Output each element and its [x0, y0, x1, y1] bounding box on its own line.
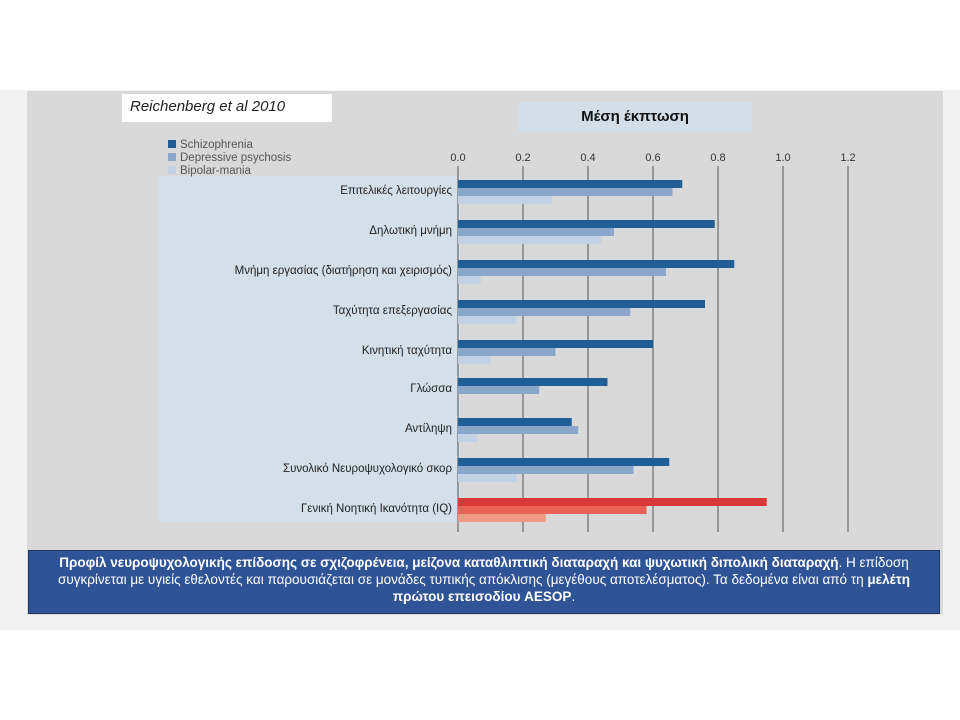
category-label: Γενική Νοητική Ικανότητα (IQ) — [301, 503, 452, 515]
category-label-panel — [158, 176, 460, 522]
bar — [458, 498, 767, 506]
bar — [458, 466, 634, 474]
x-tick-label: 0.4 — [580, 152, 595, 164]
bar — [458, 514, 546, 522]
category-label: Αντίληψη — [405, 423, 452, 435]
legend-swatch — [168, 166, 176, 174]
legend-swatch — [168, 153, 176, 161]
caption-bold-2: μελέτη πρώτου επεισοδίου AESOP — [392, 572, 910, 604]
bar — [458, 426, 579, 434]
caption-text-2: . — [571, 589, 576, 604]
category-label: Συνολικό Νευροψυχολογικό σκορ — [283, 463, 452, 475]
bar — [458, 434, 478, 442]
bar — [458, 228, 614, 236]
bar — [458, 220, 715, 228]
bar — [458, 236, 601, 244]
caption-text-1: . Η επίδοση συγκρίνεται με υγιείς εθελον… — [58, 555, 909, 587]
category-label: Δηλωτική μνήμη — [369, 225, 452, 237]
category-label: Ταχύτητα επεξεργασίας — [333, 305, 453, 317]
x-tick-label: 0.2 — [515, 152, 530, 164]
bar — [458, 340, 653, 348]
legend-swatch — [168, 140, 176, 148]
caption-bold-1: Προφίλ νευροψυχολογικής επίδοσης σε σχιζ… — [59, 555, 839, 570]
bar — [458, 506, 647, 514]
x-tick-label: 0.6 — [645, 152, 660, 164]
bar — [458, 300, 705, 308]
x-tick-label: 0.8 — [710, 152, 725, 164]
bar — [458, 386, 540, 394]
figure-caption: Προφίλ νευροψυχολογικής επίδοσης σε σχιζ… — [28, 550, 940, 614]
x-tick-label: 1.2 — [840, 152, 855, 164]
bar — [458, 348, 556, 356]
legend-label: Depressive psychosis — [180, 152, 291, 164]
bar — [458, 276, 481, 284]
bar — [458, 196, 553, 204]
bar — [458, 180, 683, 188]
x-tick-label: 0.0 — [450, 152, 465, 164]
bar — [458, 316, 517, 324]
category-label: Επιτελικές λειτουργίες — [340, 185, 452, 197]
bar — [458, 268, 666, 276]
chart-title: Μέση έκπτωση — [518, 102, 752, 132]
bar — [458, 188, 673, 196]
bar — [458, 474, 517, 482]
bar — [458, 378, 608, 386]
x-tick-label: 1.0 — [775, 152, 790, 164]
category-label: Κινητική ταχύτητα — [362, 345, 452, 357]
source-label: Reichenberg et al 2010 — [122, 94, 332, 122]
category-label: Γλώσσα — [410, 383, 452, 395]
bar — [458, 308, 631, 316]
legend-label: Bipolar-mania — [180, 165, 252, 177]
bar — [458, 418, 572, 426]
legend-label: Schizophrenia — [180, 139, 253, 151]
bar — [458, 260, 735, 268]
bar — [458, 458, 670, 466]
bar — [458, 356, 491, 364]
category-label: Μνήμη εργασίας (διατήρηση και χειρισμός) — [235, 265, 453, 277]
